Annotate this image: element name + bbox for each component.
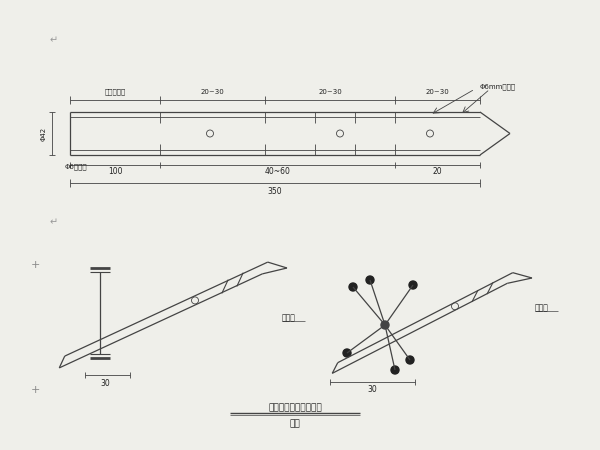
Text: ↵: ↵ xyxy=(50,35,58,45)
Text: 350: 350 xyxy=(268,188,283,197)
Text: ↵: ↵ xyxy=(50,217,58,227)
Text: 示意: 示意 xyxy=(290,419,301,428)
Text: 20~30: 20~30 xyxy=(200,89,224,95)
Text: 30: 30 xyxy=(367,386,377,395)
Circle shape xyxy=(406,356,414,364)
Circle shape xyxy=(391,366,399,374)
Text: 100: 100 xyxy=(108,167,122,176)
Circle shape xyxy=(409,281,417,289)
Text: 20~30: 20~30 xyxy=(425,89,449,95)
Circle shape xyxy=(343,349,351,357)
Text: +: + xyxy=(31,260,40,270)
Text: Φ42: Φ42 xyxy=(41,126,47,140)
Text: +: + xyxy=(31,385,40,395)
Text: Φ6mm注浆孔: Φ6mm注浆孔 xyxy=(480,84,516,90)
Text: 20~30: 20~30 xyxy=(318,89,342,95)
Text: 20: 20 xyxy=(433,167,442,176)
Text: Φ6加劑箋: Φ6加劑箋 xyxy=(65,164,88,170)
Text: 预留止浆段: 预留止浆段 xyxy=(104,89,125,95)
Text: 钐弧管: 钐弧管 xyxy=(282,314,296,323)
Text: 钐弧管: 钐弧管 xyxy=(535,303,549,312)
Circle shape xyxy=(366,276,374,284)
Text: 小号管架设位置示意图: 小号管架设位置示意图 xyxy=(268,404,322,413)
Text: 40~60: 40~60 xyxy=(265,167,290,176)
Text: 30: 30 xyxy=(100,378,110,387)
Circle shape xyxy=(381,321,389,329)
Circle shape xyxy=(349,283,357,291)
